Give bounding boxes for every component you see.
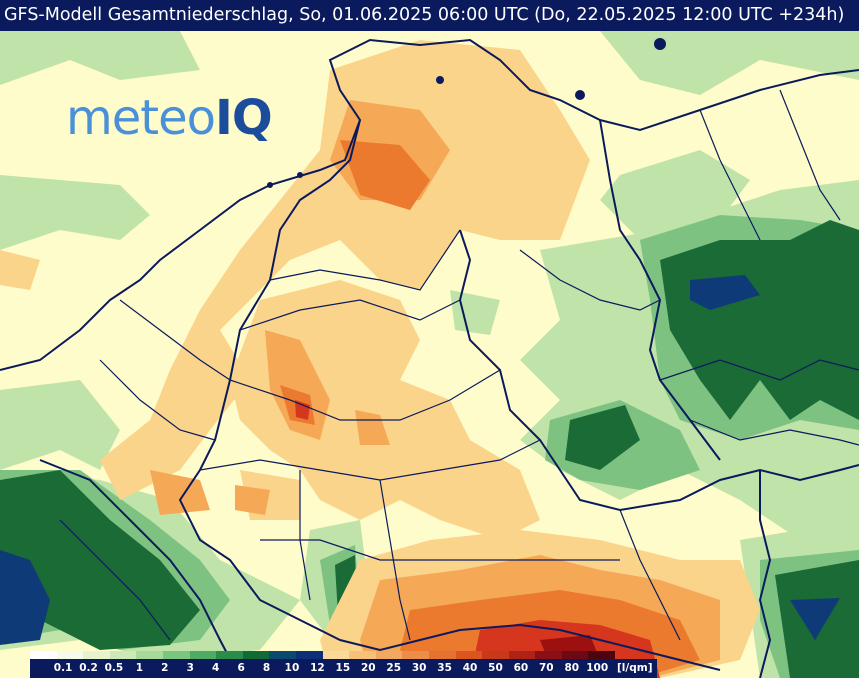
precipitation-map [0, 31, 859, 678]
legend-swatch [482, 651, 509, 659]
legend-label: 30 [411, 662, 427, 674]
legend-swatch [269, 651, 296, 659]
meteoiq-logo: meteoIQ [66, 94, 273, 142]
legend-label: 20 [360, 662, 376, 674]
legend-label: 15 [335, 662, 351, 674]
region-borders [59, 89, 859, 641]
legend-label: 8 [262, 662, 271, 674]
legend-label: 80 [564, 662, 580, 674]
legend-label: 60 [513, 662, 529, 674]
legend-label: 12 [310, 662, 325, 674]
legend-swatch [136, 651, 163, 659]
legend-swatch [216, 651, 243, 659]
legend-label: 0.2 [79, 662, 98, 674]
legend-label: 100 [586, 662, 609, 674]
legend-label: 4 [212, 662, 220, 674]
legend-swatch [455, 651, 483, 659]
precipitation-legend: 0.1 0.2 0.5 1 2 3 4 6 8 10 12 15 20 25 30 35 40 50 60 70 80 1… [30, 651, 657, 678]
legend-labels-strip: 0.1 0.2 0.5 1 2 3 4 6 8 10 12 15 20 25 30 35 40 50 60 70 80 1… [30, 659, 657, 678]
legend-label: 1 [135, 662, 144, 674]
legend-swatch [295, 651, 323, 659]
legend-swatch [428, 651, 456, 659]
legend-swatch [56, 651, 84, 659]
logo-iq-text: IQ [215, 90, 273, 146]
legend-swatch [189, 651, 217, 659]
legend-swatch [508, 651, 536, 659]
logo-meteo-text: meteo [66, 90, 216, 146]
legend-swatch [349, 651, 376, 659]
legend-swatch [109, 651, 137, 659]
legend-color-bar [30, 651, 616, 659]
navy-precip-areas [0, 275, 840, 645]
legend-label: 3 [186, 662, 194, 674]
legend-swatch [83, 651, 110, 659]
legend-label: 2 [161, 662, 169, 674]
legend-swatch [162, 651, 190, 659]
islands [267, 38, 666, 188]
legend-label: 70 [539, 662, 554, 674]
legend-unit-label: [l/qm] [617, 662, 653, 674]
legend-label: 10 [284, 662, 300, 674]
legend-label: 40 [462, 662, 478, 674]
legend-label: 6 [237, 662, 245, 674]
legend-label: 0.1 [53, 662, 73, 674]
legend-label: 0.5 [104, 662, 124, 674]
legend-swatch [588, 651, 616, 659]
legend-swatch [322, 651, 350, 659]
legend-label: 25 [386, 662, 402, 674]
legend-label: 50 [488, 662, 503, 674]
legend-swatch [375, 651, 403, 659]
legend-swatch [561, 651, 589, 659]
legend-swatch [30, 651, 57, 659]
legend-swatch [242, 651, 270, 659]
legend-swatch [535, 651, 562, 659]
legend-label: 35 [437, 662, 452, 674]
legend-swatch [402, 651, 429, 659]
map-title: GFS-Modell Gesamtniederschlag, So, 01.06… [0, 0, 859, 31]
